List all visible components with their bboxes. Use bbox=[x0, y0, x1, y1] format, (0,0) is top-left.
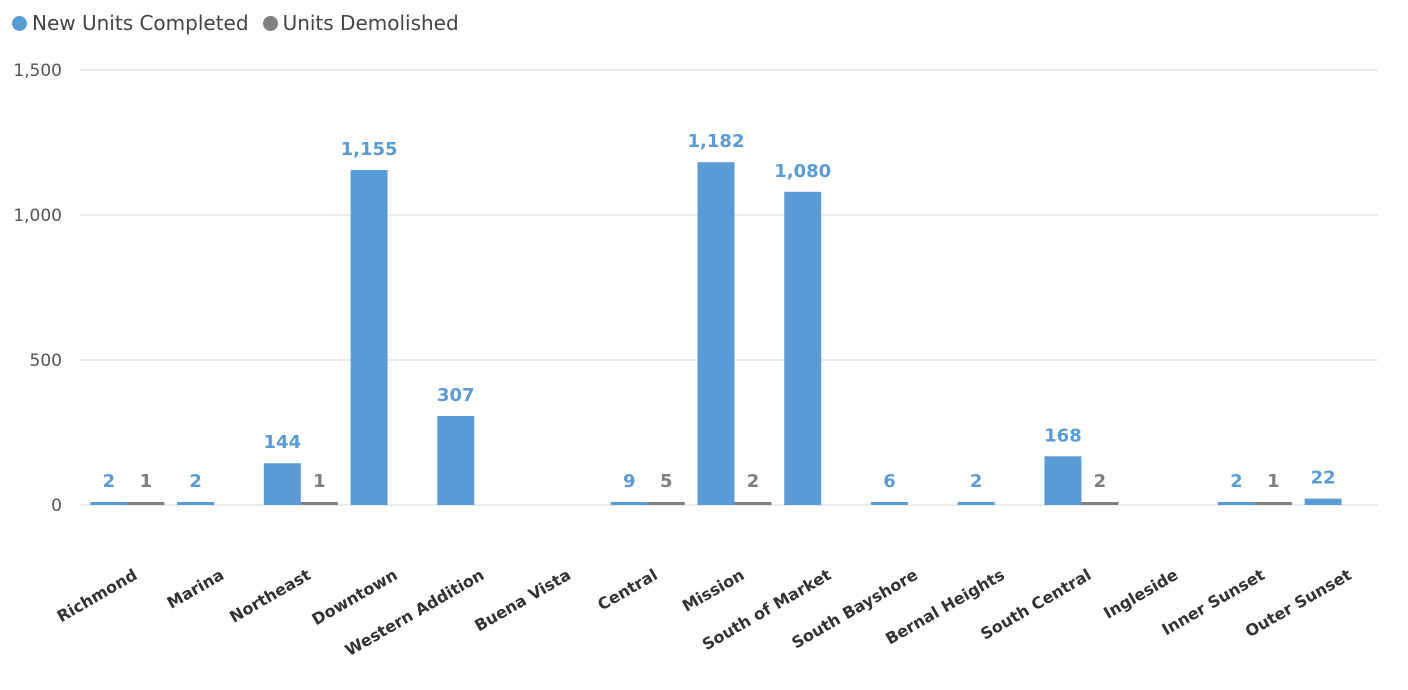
bar bbox=[177, 502, 215, 505]
y-tick-label: 500 bbox=[30, 351, 62, 371]
legend-item-new-units[interactable]: New Units Completed bbox=[12, 11, 249, 35]
x-tick-label: Ingleside bbox=[1100, 565, 1181, 623]
legend-item-units-demolished[interactable]: Units Demolished bbox=[262, 11, 459, 35]
bar bbox=[1044, 456, 1082, 505]
bar bbox=[957, 502, 995, 505]
data-label: 2 bbox=[747, 471, 760, 492]
bar bbox=[1254, 502, 1292, 505]
bar bbox=[610, 502, 648, 505]
x-tick-label: Marina bbox=[164, 565, 227, 613]
data-label: 2 bbox=[189, 471, 202, 492]
data-label: 2 bbox=[970, 471, 983, 492]
data-label: 1,080 bbox=[774, 161, 831, 182]
x-tick-label: Western Addition bbox=[342, 565, 488, 660]
bar bbox=[263, 463, 301, 505]
data-label: 1 bbox=[1267, 471, 1280, 492]
data-label: 9 bbox=[623, 471, 636, 492]
data-label: 144 bbox=[264, 432, 302, 453]
bar bbox=[300, 502, 338, 505]
data-label: 5 bbox=[660, 471, 673, 492]
bar bbox=[734, 502, 772, 505]
x-tick-label: Northeast bbox=[226, 565, 314, 627]
bar bbox=[1081, 502, 1119, 505]
data-label: 1,182 bbox=[688, 131, 745, 152]
bar bbox=[1304, 498, 1342, 505]
data-label: 2 bbox=[103, 471, 116, 492]
x-tick-label: Richmond bbox=[54, 565, 141, 626]
bar bbox=[437, 415, 475, 505]
x-tick-label: Mission bbox=[679, 565, 748, 616]
data-label: 22 bbox=[1311, 468, 1336, 489]
bar bbox=[350, 170, 388, 506]
data-label: 307 bbox=[437, 385, 475, 406]
bar bbox=[647, 502, 685, 505]
legend-marker-new-units bbox=[12, 15, 27, 31]
data-label: 1 bbox=[140, 471, 153, 492]
legend-label-new-units: New Units Completed bbox=[32, 11, 249, 35]
bar bbox=[1217, 502, 1255, 505]
data-label: 2 bbox=[1094, 471, 1107, 492]
legend: New Units Completed Units Demolished bbox=[12, 8, 473, 38]
bar bbox=[90, 502, 128, 505]
data-label: 2 bbox=[1230, 471, 1243, 492]
data-label: 6 bbox=[883, 471, 896, 492]
y-tick-label: 1,000 bbox=[13, 206, 62, 226]
data-label: 1 bbox=[313, 471, 326, 492]
bar bbox=[127, 502, 165, 505]
x-tick-label: Central bbox=[594, 565, 660, 614]
bar bbox=[784, 191, 822, 506]
y-tick-label: 1,500 bbox=[13, 61, 62, 81]
legend-marker-units-demolished bbox=[262, 15, 278, 31]
data-label: 1,155 bbox=[341, 139, 398, 160]
x-tick-label: Buena Vista bbox=[471, 565, 574, 635]
data-label: 168 bbox=[1044, 425, 1082, 446]
bar bbox=[697, 162, 735, 505]
y-tick-label: 0 bbox=[51, 496, 62, 516]
legend-label-units-demolished: Units Demolished bbox=[282, 11, 459, 35]
bar bbox=[870, 502, 908, 505]
